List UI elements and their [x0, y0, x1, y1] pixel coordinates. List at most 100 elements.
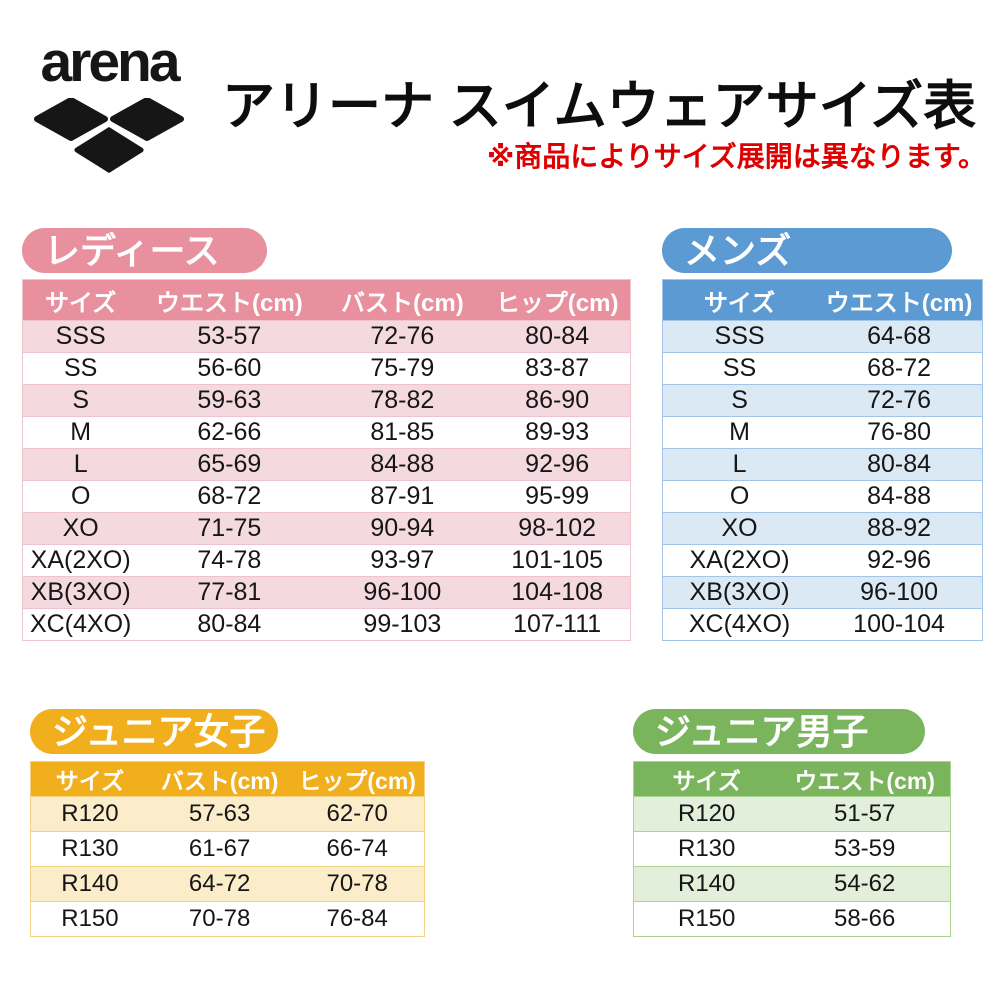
- table-row: R120 57-63 62-70: [31, 796, 424, 831]
- size-cell: L: [23, 448, 139, 480]
- size-table-junior-girls: サイズ バスト(cm) ヒップ(cm) R120 57-63 62-70 R130 61-67…: [30, 761, 425, 937]
- size-cell: O: [663, 480, 817, 512]
- column-header: ヒップ(cm): [484, 280, 630, 320]
- size-cell: 88-92: [816, 512, 982, 544]
- size-cell: 90-94: [320, 512, 485, 544]
- size-cell: 75-79: [320, 352, 485, 384]
- size-cell: 72-76: [320, 320, 485, 352]
- size-cell: R120: [634, 796, 780, 831]
- column-header: ウエスト(cm): [816, 280, 982, 320]
- size-cell: 71-75: [138, 512, 321, 544]
- size-cell: 66-74: [290, 831, 424, 866]
- size-cell: XA(2XO): [663, 544, 817, 576]
- section-title-junior-boys: ジュニア男子: [633, 709, 925, 754]
- size-cell: SSS: [663, 320, 817, 352]
- size-cell: R140: [634, 866, 780, 901]
- size-cell: 98-102: [484, 512, 630, 544]
- table-row: XA(2XO) 92-96: [663, 544, 982, 576]
- size-cell: 56-60: [138, 352, 321, 384]
- size-cell: 76-80: [816, 416, 982, 448]
- size-cell: 80-84: [484, 320, 630, 352]
- table-row: R140 64-72 70-78: [31, 866, 424, 901]
- size-cell: XC(4XO): [663, 608, 817, 640]
- size-cell: 86-90: [484, 384, 630, 416]
- table-row: XO 71-75 90-94 98-102: [23, 512, 630, 544]
- header-row: サイズ バスト(cm) ヒップ(cm): [31, 762, 424, 796]
- table-row: R120 51-57: [634, 796, 950, 831]
- size-cell: 76-84: [290, 901, 424, 936]
- size-cell: 84-88: [320, 448, 485, 480]
- size-cell: 89-93: [484, 416, 630, 448]
- size-cell: XC(4XO): [23, 608, 139, 640]
- size-cell: XO: [663, 512, 817, 544]
- table-row: O 84-88: [663, 480, 982, 512]
- column-header: バスト(cm): [148, 762, 291, 796]
- table-row: SSS 53-57 72-76 80-84: [23, 320, 630, 352]
- table-row: M 76-80: [663, 416, 982, 448]
- header-row: サイズ ウエスト(cm): [663, 280, 982, 320]
- size-cell: SS: [663, 352, 817, 384]
- size-cell: 51-57: [779, 796, 950, 831]
- size-cell: 78-82: [320, 384, 485, 416]
- arena-logo-diamonds-icon: [30, 97, 188, 183]
- size-cell: R150: [31, 901, 149, 936]
- size-table-ladies: サイズ ウエスト(cm) バスト(cm) ヒップ(cm) SSS 53-57 72-76 80…: [22, 279, 631, 641]
- section-title-junior-girls: ジュニア女子: [30, 709, 278, 754]
- size-cell: 93-97: [320, 544, 485, 576]
- table-row: R130 53-59: [634, 831, 950, 866]
- table-row: XC(4XO) 80-84 99-103 107-111: [23, 608, 630, 640]
- column-header: サイズ: [31, 762, 149, 796]
- table-row: XO 88-92: [663, 512, 982, 544]
- size-cell: 62-70: [290, 796, 424, 831]
- column-header: サイズ: [23, 280, 139, 320]
- table-row: R150 70-78 76-84: [31, 901, 424, 936]
- table-row: O 68-72 87-91 95-99: [23, 480, 630, 512]
- size-cell: 95-99: [484, 480, 630, 512]
- size-cell: 61-67: [148, 831, 291, 866]
- header-row: サイズ ウエスト(cm): [634, 762, 950, 796]
- table-row: R140 54-62: [634, 866, 950, 901]
- size-cell: 81-85: [320, 416, 485, 448]
- size-cell: 107-111: [484, 608, 630, 640]
- size-cell: L: [663, 448, 817, 480]
- size-cell: 59-63: [138, 384, 321, 416]
- section-mens: メンズ サイズ ウエスト(cm) SSS 64-68 SS 68-72 S 72-76 M 76-…: [662, 228, 983, 641]
- size-cell: SSS: [23, 320, 139, 352]
- table-row: XC(4XO) 100-104: [663, 608, 982, 640]
- column-header: サイズ: [663, 280, 817, 320]
- arena-logo-wordmark: arena: [40, 30, 180, 94]
- size-cell: SS: [23, 352, 139, 384]
- page-title: アリーナ スイムウェアサイズ表: [222, 77, 977, 136]
- size-cell: R150: [634, 901, 780, 936]
- size-cell: R120: [31, 796, 149, 831]
- size-cell: 99-103: [320, 608, 485, 640]
- size-cell: XB(3XO): [23, 576, 139, 608]
- section-junior-boys: ジュニア男子 サイズ ウエスト(cm) R120 51-57 R130 53-59 R140…: [633, 709, 951, 937]
- section-ladies: レディース サイズ ウエスト(cm) バスト(cm) ヒップ(cm) SSS 53-57 7…: [22, 228, 631, 641]
- size-cell: 54-62: [779, 866, 950, 901]
- size-cell: 68-72: [816, 352, 982, 384]
- section-junior-girls: ジュニア女子 サイズ バスト(cm) ヒップ(cm) R120 57-63 62-70 R1…: [30, 709, 425, 937]
- size-cell: 57-63: [148, 796, 291, 831]
- size-cell: R130: [634, 831, 780, 866]
- size-cell: S: [23, 384, 139, 416]
- table-row: XB(3XO) 77-81 96-100 104-108: [23, 576, 630, 608]
- size-cell: R140: [31, 866, 149, 901]
- size-cell: 53-57: [138, 320, 321, 352]
- size-cell: M: [663, 416, 817, 448]
- section-title-mens: メンズ: [662, 228, 952, 273]
- size-cell: 104-108: [484, 576, 630, 608]
- size-cell: 84-88: [816, 480, 982, 512]
- size-cell: 72-76: [816, 384, 982, 416]
- size-cell: O: [23, 480, 139, 512]
- size-cell: 101-105: [484, 544, 630, 576]
- table-row: L 65-69 84-88 92-96: [23, 448, 630, 480]
- arena-logo: arena: [30, 34, 188, 183]
- size-cell: 68-72: [138, 480, 321, 512]
- size-cell: M: [23, 416, 139, 448]
- column-header: ウエスト(cm): [138, 280, 321, 320]
- size-cell: 83-87: [484, 352, 630, 384]
- table-row: R130 61-67 66-74: [31, 831, 424, 866]
- size-cell: 64-68: [816, 320, 982, 352]
- header-row: サイズ ウエスト(cm) バスト(cm) ヒップ(cm): [23, 280, 630, 320]
